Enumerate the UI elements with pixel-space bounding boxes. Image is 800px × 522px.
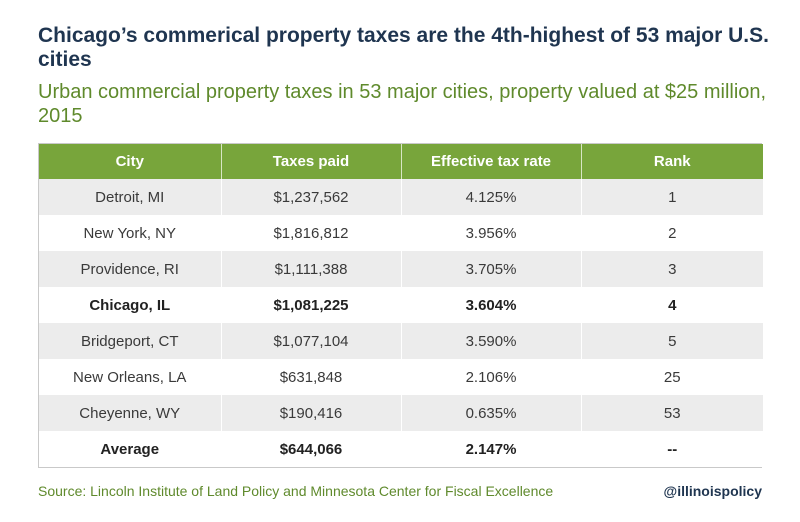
taxes-paid-cell: $1,081,225 bbox=[221, 287, 402, 323]
rank-cell: 5 bbox=[581, 323, 763, 359]
taxes-paid-cell: $1,111,388 bbox=[221, 251, 402, 287]
rank-cell: 4 bbox=[581, 287, 763, 323]
taxes-paid-cell: $1,077,104 bbox=[221, 323, 402, 359]
table-row: Bridgeport, CT $1,077,104 3.590% 5 bbox=[39, 323, 763, 359]
rank-cell: -- bbox=[581, 431, 763, 467]
city-cell: Detroit, MI bbox=[39, 179, 222, 215]
table-row: Cheyenne, WY $190,416 0.635% 53 bbox=[39, 395, 763, 431]
effective-tax-rate-cell: 2.147% bbox=[401, 431, 582, 467]
taxes-paid-cell: $644,066 bbox=[221, 431, 402, 467]
chart-title: Chicago’s commerical property taxes are … bbox=[38, 24, 769, 71]
effective-tax-rate-cell: 3.604% bbox=[401, 287, 582, 323]
rank-cell: 2 bbox=[581, 215, 763, 251]
table-body: Detroit, MI $1,237,562 4.125% 1 New York, NY… bbox=[39, 179, 763, 467]
tax-table-container: City Taxes paid Effective tax rate Rank … bbox=[38, 143, 763, 468]
tax-table: City Taxes paid Effective tax rate Rank … bbox=[39, 144, 763, 467]
effective-tax-rate-cell: 4.125% bbox=[401, 179, 582, 215]
effective-tax-rate-cell: 3.590% bbox=[401, 323, 582, 359]
table-header-row: City Taxes paid Effective tax rate Rank bbox=[39, 144, 763, 179]
city-cell: Bridgeport, CT bbox=[39, 323, 222, 359]
rank-cell: 53 bbox=[581, 395, 763, 431]
city-cell: Cheyenne, WY bbox=[39, 395, 222, 431]
twitter-handle: @illinoispolicy bbox=[663, 483, 762, 499]
rank-cell: 3 bbox=[581, 251, 763, 287]
city-cell: Average bbox=[39, 431, 222, 467]
column-header-taxes-paid: Taxes paid bbox=[221, 144, 402, 179]
table-row: New Orleans, LA $631,848 2.106% 25 bbox=[39, 359, 763, 395]
taxes-paid-cell: $1,816,812 bbox=[221, 215, 402, 251]
chart-subtitle: Urban commercial property taxes in 53 ma… bbox=[38, 81, 767, 127]
city-cell: New York, NY bbox=[39, 215, 222, 251]
column-header-rank: Rank bbox=[581, 144, 763, 179]
city-cell: Chicago, IL bbox=[39, 287, 222, 323]
effective-tax-rate-cell: 2.106% bbox=[401, 359, 582, 395]
column-header-effective-tax-rate: Effective tax rate bbox=[401, 144, 582, 179]
effective-tax-rate-cell: 3.956% bbox=[401, 215, 582, 251]
table-row: New York, NY $1,816,812 3.956% 2 bbox=[39, 215, 763, 251]
rank-cell: 25 bbox=[581, 359, 763, 395]
effective-tax-rate-cell: 3.705% bbox=[401, 251, 582, 287]
table-row: Detroit, MI $1,237,562 4.125% 1 bbox=[39, 179, 763, 215]
effective-tax-rate-cell: 0.635% bbox=[401, 395, 582, 431]
taxes-paid-cell: $631,848 bbox=[221, 359, 402, 395]
table-row: Average $644,066 2.147% -- bbox=[39, 431, 763, 467]
taxes-paid-cell: $1,237,562 bbox=[221, 179, 402, 215]
table-row: Providence, RI $1,111,388 3.705% 3 bbox=[39, 251, 763, 287]
source-note: Source: Lincoln Institute of Land Policy… bbox=[38, 483, 554, 499]
taxes-paid-cell: $190,416 bbox=[221, 395, 402, 431]
column-header-city: City bbox=[39, 144, 222, 179]
city-cell: Providence, RI bbox=[39, 251, 222, 287]
city-cell: New Orleans, LA bbox=[39, 359, 222, 395]
table-row: Chicago, IL $1,081,225 3.604% 4 bbox=[39, 287, 763, 323]
rank-cell: 1 bbox=[581, 179, 763, 215]
